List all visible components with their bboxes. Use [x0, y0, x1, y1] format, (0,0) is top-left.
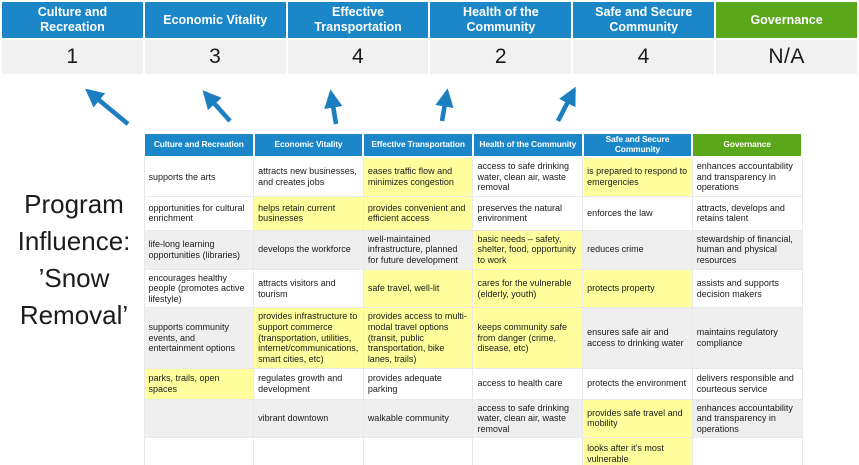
matrix-cell: [143, 437, 255, 465]
matrix-cell-highlighted: eases traffic flow and minimizes congest…: [362, 156, 474, 197]
matrix-cell-highlighted: helps retain current businesses: [253, 195, 364, 231]
matrix-cell: develops the workforce: [253, 229, 364, 270]
matrix-cell: access to health care: [472, 367, 584, 400]
matrix-cell: [253, 437, 364, 465]
arrow-icon: [202, 90, 232, 123]
matrix-cell-highlighted: provides safe travel and mobility: [582, 398, 693, 439]
priority-header: Effective Transportation: [287, 2, 429, 38]
influence-arrows: [85, 86, 577, 126]
matrix-cell-highlighted: provides convenient and efficient access: [362, 195, 474, 231]
matrix-row: opportunities for cultural enrichment hel…: [143, 195, 803, 231]
matrix-cell: access to safe drinking water, clean air…: [472, 398, 584, 439]
matrix-cell: attracts new businesses, and creates job…: [253, 156, 364, 197]
matrix-cell: assists and supports decision makers: [691, 268, 803, 309]
matrix-row: looks after it's most vulnerable: [143, 437, 803, 465]
matrix-cell-highlighted: basic needs – safety, shelter, food, opp…: [472, 229, 584, 270]
priority-header: Health of the Community: [430, 2, 572, 38]
matrix-cell: encourages healthy people (promotes acti…: [143, 268, 255, 309]
influence-score: N/A: [716, 40, 857, 74]
influence-score: 4: [287, 40, 429, 74]
matrix-cell: reduces crime: [582, 229, 693, 270]
matrix-cell: attracts visitors and tourism: [253, 268, 364, 309]
matrix-cell-highlighted: cares for the vulnerable (elderly, youth…: [472, 268, 584, 309]
matrix-cell: enhances accountability and transparency…: [691, 156, 803, 197]
matrix-cell-highlighted: looks after it's most vulnerable: [582, 437, 693, 465]
matrix-header-cell: Effective Transportation: [362, 132, 474, 158]
matrix-cell: stewardship of financial, human and phys…: [691, 229, 803, 270]
matrix-cell-highlighted: provides infrastructure to support comme…: [253, 307, 364, 369]
matrix-header-cell: Culture and Recreation: [143, 132, 255, 158]
program-title-line: ’Snow: [38, 263, 110, 293]
arrow-icon: [555, 86, 577, 123]
matrix-cell: well-maintained infrastructure, planned …: [362, 229, 474, 270]
program-title-line: Removal’: [19, 300, 129, 330]
arrow-icon: [85, 88, 130, 126]
arrow-icon: [324, 89, 343, 125]
influence-score: 2: [430, 40, 572, 74]
influence-score: 1: [2, 40, 143, 74]
matrix-row: parks, trails, open spaces regulates grow…: [143, 367, 803, 400]
influence-score: 3: [144, 40, 286, 74]
matrix-cell: access to safe drinking water, clean air…: [472, 156, 584, 197]
matrix-cell: vibrant downtown: [253, 398, 364, 439]
matrix-cell: supports the arts: [143, 156, 255, 197]
program-title-line: Program: [24, 189, 124, 219]
matrix-cell-highlighted: is prepared to respond to emergencies: [582, 156, 693, 197]
matrix-header-cell: Governance: [691, 132, 803, 158]
matrix-cell: attracts, develops and retains talent: [691, 195, 803, 231]
matrix-cell: walkable community: [362, 398, 474, 439]
matrix-cell: enhances accountability and transparency…: [691, 398, 803, 439]
priority-header: Safe and Secure Community: [573, 2, 715, 38]
program-title-line: Influence:: [17, 226, 131, 256]
matrix-row: supports community events, and entertain…: [143, 307, 803, 369]
matrix-cell: enforces the law: [582, 195, 693, 231]
matrix-cell: [362, 437, 474, 465]
arrow-icon: [435, 88, 454, 122]
matrix-cell: regulates growth and development: [253, 367, 364, 400]
priority-header: Governance: [716, 2, 857, 38]
matrix-cell-highlighted: parks, trails, open spaces: [143, 367, 255, 400]
matrix-row: vibrant downtown walkable community access…: [143, 398, 803, 439]
matrix-cell: [143, 398, 255, 439]
matrix-header-cell: Safe and Secure Community: [581, 132, 694, 158]
matrix-row: encourages healthy people (promotes acti…: [143, 268, 803, 309]
scoreboard: Culture and Recreation Economic Vitality E…: [2, 2, 857, 74]
matrix-row: supports the arts attracts new businesses…: [143, 156, 803, 197]
matrix-header-cell: Economic Vitality: [252, 132, 365, 158]
matrix-cell: [691, 437, 803, 465]
matrix-cell: provides adequate parking: [362, 367, 474, 400]
priority-header: Economic Vitality: [144, 2, 286, 38]
scoreboard-header-row: Culture and Recreation Economic Vitality E…: [2, 2, 857, 38]
matrix-cell-highlighted: protects property: [582, 268, 693, 309]
matrix-cell: ensures safe air and access to drinking …: [582, 307, 693, 369]
matrix-cell: delivers responsible and courteous servi…: [691, 367, 803, 400]
matrix-cell-highlighted: safe travel, well-lit: [362, 268, 474, 309]
matrix-header-cell: Health of the Community: [471, 132, 584, 158]
matrix-cell: maintains regulatory compliance: [691, 307, 803, 369]
matrix-cell-highlighted: provides access to multi-modal travel op…: [362, 307, 474, 369]
matrix-cell: protects the environment: [582, 367, 693, 400]
matrix-cell: opportunities for cultural enrichment: [143, 195, 255, 231]
matrix-cell: supports community events, and entertain…: [143, 307, 255, 369]
matrix-cell-highlighted: keeps community safe from danger (crime,…: [472, 307, 584, 369]
scoreboard-score-row: 1 3 4 2 4 N/A: [2, 40, 857, 74]
influence-matrix: Culture and Recreation Economic Vitality E…: [143, 132, 803, 465]
matrix-cell: [472, 437, 584, 465]
matrix-cell: preserves the natural environment: [472, 195, 584, 231]
program-title: Program Influence: ’Snow Removal’: [0, 186, 148, 334]
matrix-cell: life-long learning opportunities (librar…: [143, 229, 255, 270]
matrix-row: life-long learning opportunities (librar…: [143, 229, 803, 270]
priority-header: Culture and Recreation: [2, 2, 143, 38]
influence-score: 4: [573, 40, 715, 74]
matrix-header-row: Culture and Recreation Economic Vitality E…: [143, 132, 803, 158]
